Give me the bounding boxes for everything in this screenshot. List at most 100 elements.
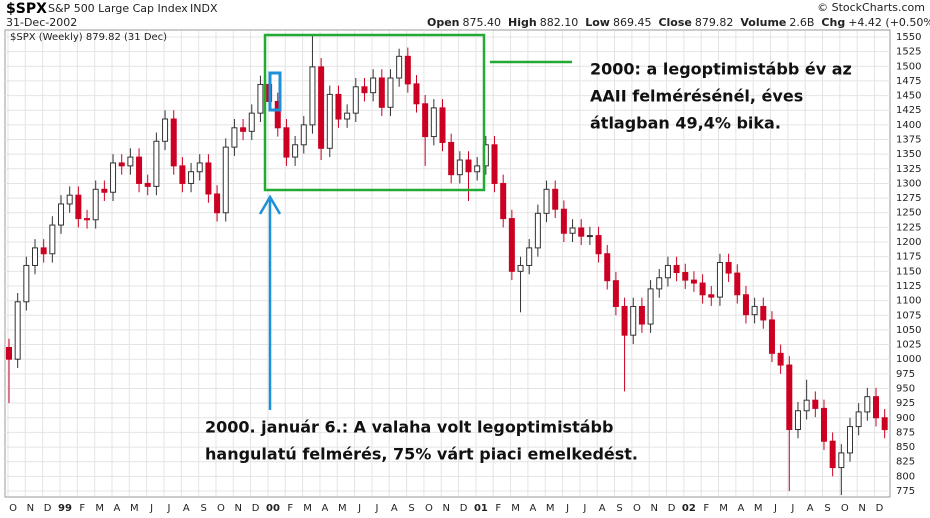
candle-body: [812, 399, 819, 409]
candle-body: [344, 112, 351, 120]
candle-body: [222, 146, 229, 214]
x-tick-label: 99: [58, 503, 72, 514]
y-tick-label: 1500: [896, 61, 921, 72]
candle-body: [586, 235, 593, 238]
candle-body: [656, 277, 663, 290]
quote-label: Low: [585, 16, 610, 29]
y-tick-label: 800: [896, 471, 915, 482]
candle-body: [101, 188, 108, 193]
candle-body: [136, 156, 143, 184]
x-tick-label: O: [425, 503, 433, 514]
candle-body: [768, 319, 775, 354]
candle-body: [378, 77, 385, 108]
candle-body: [92, 188, 99, 221]
candle-body: [170, 118, 177, 167]
candle-body: [396, 55, 403, 79]
candle-body: [300, 124, 307, 146]
y-tick-label: 1125: [896, 281, 921, 292]
legend: $SPX (Weekly) 879.82 (31 Dec): [10, 32, 167, 43]
candle-body: [595, 235, 602, 255]
candle-body: [777, 352, 784, 366]
x-tick-label: F: [79, 503, 85, 514]
x-tick-label: D: [252, 503, 260, 514]
x-tick-label: M: [95, 503, 104, 514]
x-tick-label: D: [460, 503, 468, 514]
x-tick-label: J: [149, 503, 153, 514]
candle-body: [32, 247, 39, 266]
x-tick-label: N: [235, 503, 242, 514]
x-tick-label: S: [616, 503, 622, 514]
candle-body: [500, 182, 507, 220]
x-tick-label: M: [338, 503, 347, 514]
candle-body: [786, 364, 793, 430]
x-tick-label: A: [114, 503, 121, 514]
y-tick-label: 950: [896, 383, 915, 394]
arrow-note: hangulatú felmérés, 75% várt piaci emelk…: [205, 445, 638, 464]
candle-body: [734, 272, 741, 296]
x-tick-label: F: [703, 503, 709, 514]
x-tick-label: A: [737, 503, 744, 514]
candle-body: [630, 305, 637, 336]
candle-body: [23, 264, 30, 303]
date: 31-Dec-2002: [6, 16, 77, 29]
quote-value: 875.40: [463, 16, 502, 29]
candle-body: [14, 301, 21, 360]
index-name: S&P 500 Large Cap Index: [48, 2, 188, 15]
candle-body: [84, 218, 91, 221]
x-tick-label: O: [217, 503, 225, 514]
grid: 775 800 825 850 875 900 925 950 975 1000 1025 1050 1…: [5, 31, 921, 514]
y-tick-label: 875: [896, 427, 915, 438]
y-tick-label: 1525: [896, 47, 921, 58]
x-tick-label: J: [166, 503, 170, 514]
candle-body: [612, 280, 619, 307]
candle-body: [179, 165, 186, 184]
x-tick-label: A: [391, 503, 398, 514]
x-tick-label: M: [511, 503, 520, 514]
candle-body: [682, 271, 689, 281]
candle-body: [162, 118, 169, 142]
candle-body: [127, 156, 134, 167]
candle-body: [430, 107, 437, 138]
quote-label: Open: [427, 16, 460, 29]
x-tick-label: S: [408, 503, 414, 514]
candle-body: [292, 144, 299, 158]
candle-body: [118, 162, 125, 167]
y-tick-label: 1375: [896, 135, 921, 146]
quote-value: 879.82: [695, 16, 734, 29]
y-tick-label: 1400: [896, 120, 921, 131]
candle-body: [283, 127, 290, 158]
credit: © StockCharts.com: [817, 1, 925, 14]
candle-body: [846, 426, 853, 454]
box-note: átlagban 49,4% bika.: [590, 114, 781, 133]
candle-body: [205, 162, 212, 195]
candle-body: [456, 159, 463, 176]
x-tick-label: J: [773, 503, 777, 514]
candle-body: [309, 66, 316, 126]
candle-body: [517, 264, 524, 272]
y-tick-label: 1100: [896, 296, 921, 307]
y-tick-label: 1200: [896, 237, 921, 248]
candle-body: [370, 77, 377, 94]
quote-label: Close: [658, 16, 691, 29]
candle-body: [829, 440, 836, 469]
x-tick-label: N: [858, 503, 865, 514]
quote: Open 875.40 High 882.10 Low 869.45 Close 879.82…: [427, 16, 930, 29]
candle-body: [465, 159, 472, 173]
candle-body: [49, 224, 56, 255]
x-tick-label: J: [582, 503, 586, 514]
y-tick-label: 1475: [896, 76, 921, 87]
y-tick-label: 1050: [896, 325, 921, 336]
candle-body: [725, 262, 732, 274]
x-tick-label: F: [495, 503, 501, 514]
candle-body: [144, 182, 151, 187]
candle-body: [474, 165, 481, 173]
highlight-box: [263, 33, 486, 192]
candle-body: [864, 396, 871, 413]
candle-body: [534, 212, 541, 249]
x-tick-label: J: [790, 503, 794, 514]
candle-body: [881, 417, 888, 431]
candle-body: [40, 247, 47, 255]
candle-body: [638, 305, 645, 325]
x-tick-label: O: [841, 503, 849, 514]
x-tick-label: M: [754, 503, 763, 514]
